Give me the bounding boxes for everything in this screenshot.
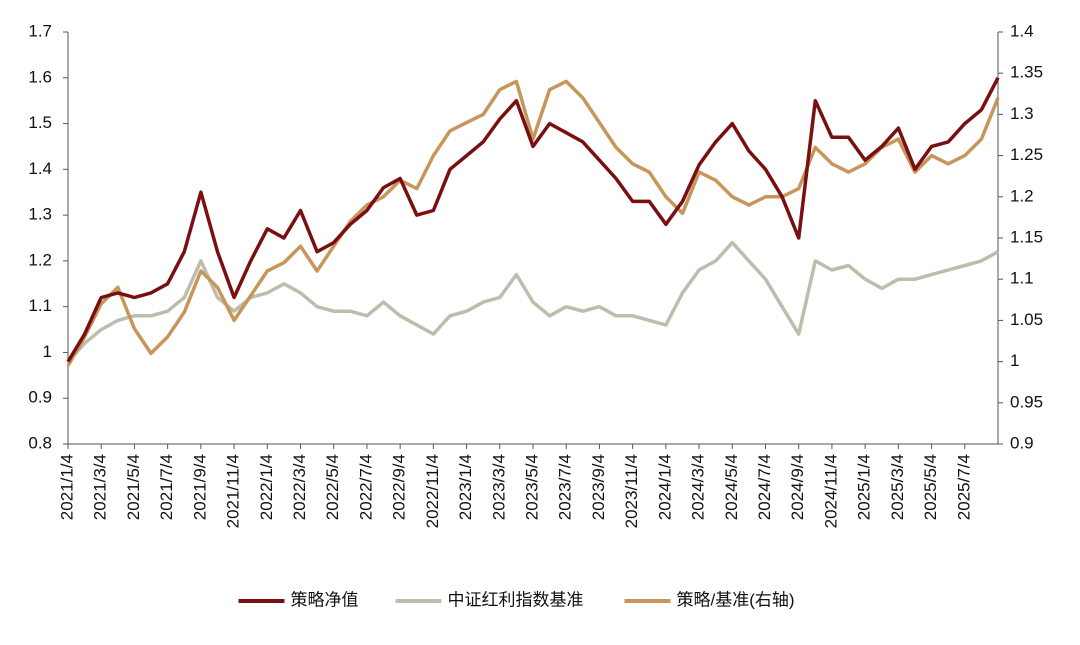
y2-tick-label: 1.15	[1010, 227, 1043, 246]
x-tick-label: 2024/1/4	[655, 454, 674, 520]
x-tick-label: 2024/5/4	[722, 454, 741, 520]
y2-tick-label: 1.2	[1010, 186, 1034, 205]
x-tick-label: 2021/5/4	[124, 454, 143, 520]
y2-tick-label: 0.9	[1010, 433, 1034, 452]
x-tick-label: 2025/3/4	[888, 454, 907, 520]
x-tick-label: 2021/3/4	[91, 454, 110, 520]
x-tick-label: 2021/11/4	[224, 454, 243, 528]
x-tick-label: 2024/3/4	[689, 454, 708, 520]
x-tick-label: 2025/7/4	[954, 454, 973, 520]
y-tick-label: 1.4	[28, 159, 52, 178]
series-line	[66, 240, 999, 363]
x-tick-label: 2023/9/4	[589, 454, 608, 520]
x-tick-label: 2022/5/4	[323, 454, 342, 520]
y2-tick-label: 1.1	[1010, 269, 1034, 288]
x-tick-label: 2024/7/4	[755, 454, 774, 520]
legend-label: 策略/基准(右轴)	[677, 590, 795, 609]
y-tick-label: 0.9	[28, 388, 52, 407]
y2-tick-label: 1.3	[1010, 104, 1034, 123]
x-tick-label: 2024/9/4	[788, 454, 807, 520]
x-tick-label: 2022/3/4	[290, 454, 309, 520]
x-tick-label: 2022/1/4	[257, 454, 276, 520]
x-tick-label: 2023/3/4	[489, 454, 508, 520]
y-tick-label: 1.6	[28, 67, 52, 86]
y-tick-label: 1	[43, 342, 52, 361]
y2-tick-label: 1.05	[1010, 310, 1043, 329]
y-tick-label: 1.2	[28, 250, 52, 269]
x-tick-label: 2022/11/4	[423, 454, 442, 528]
series-line	[66, 79, 1000, 367]
y2-tick-label: 1.4	[1010, 21, 1034, 40]
x-tick-label: 2023/1/4	[456, 454, 475, 520]
y-tick-label: 1.5	[28, 113, 52, 132]
legend-label: 中证红利指数基准	[448, 590, 584, 609]
x-tick-label: 2025/5/4	[921, 454, 940, 520]
x-tick-label: 2021/9/4	[190, 454, 209, 520]
y2-tick-label: 0.95	[1010, 392, 1043, 411]
y2-tick-label: 1.25	[1010, 145, 1043, 164]
y2-tick-label: 1	[1010, 351, 1019, 370]
x-tick-label: 2025/1/4	[855, 454, 874, 520]
x-tick-label: 2023/11/4	[622, 454, 641, 528]
y-tick-label: 0.8	[28, 433, 52, 452]
x-tick-label: 2023/7/4	[556, 454, 575, 520]
x-tick-label: 2024/11/4	[821, 454, 840, 528]
y-tick-label: 1.7	[28, 21, 52, 40]
x-tick-label: 2021/1/4	[57, 454, 76, 520]
x-tick-label: 2022/9/4	[390, 454, 409, 520]
y2-tick-label: 1.35	[1010, 63, 1043, 82]
y-tick-label: 1.1	[28, 296, 52, 315]
legend-label: 策略净值	[291, 590, 359, 609]
x-tick-label: 2022/7/4	[356, 454, 375, 520]
x-tick-label: 2023/5/4	[522, 454, 541, 520]
series-line	[66, 76, 1000, 363]
y-tick-label: 1.3	[28, 205, 52, 224]
x-tick-label: 2021/7/4	[157, 454, 176, 520]
